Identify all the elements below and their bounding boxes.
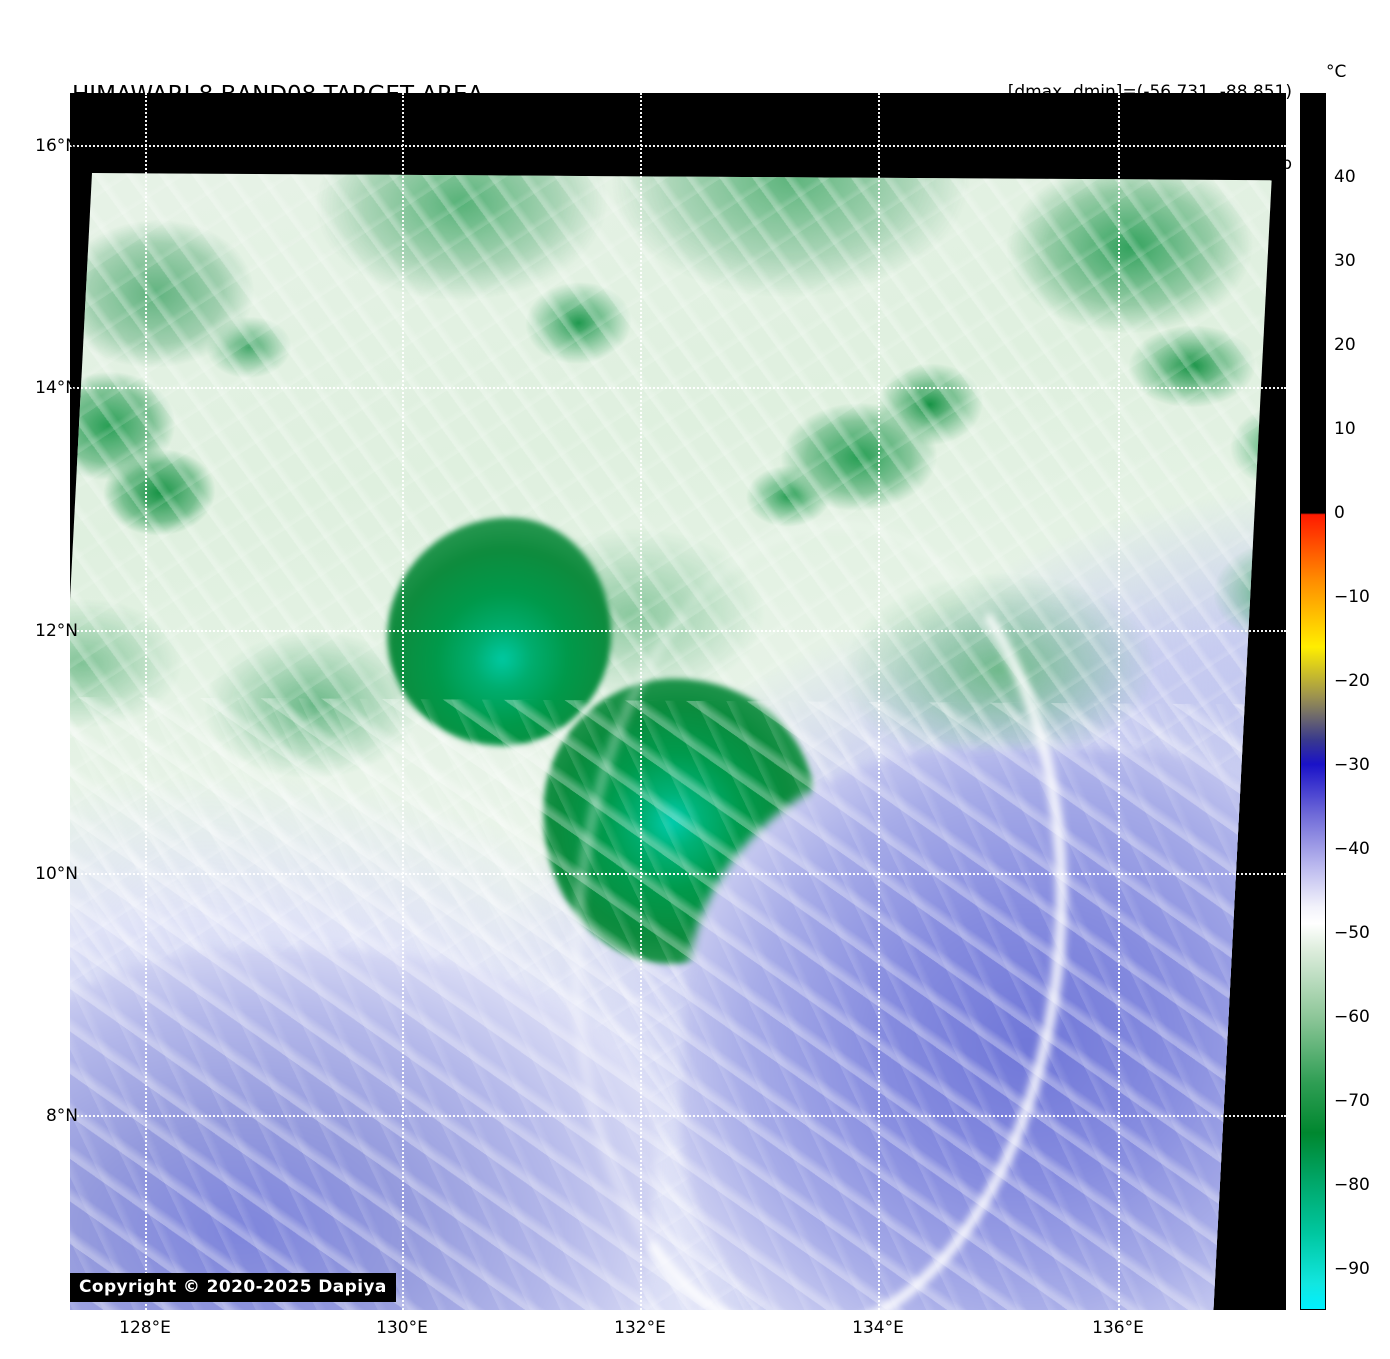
ytick-label-16N: 16°N (35, 136, 78, 156)
copyright-badge: Copyright © 2020-2025 Dapiya (70, 1273, 396, 1302)
colorbar-tick-m20: −20 (1334, 671, 1370, 691)
xtick-label-132E: 132°E (614, 1318, 666, 1338)
colorbar-tick-m40: −40 (1334, 839, 1370, 859)
colorbar-tick-30: 30 (1334, 251, 1356, 271)
colorbar-tick-m60: −60 (1334, 1007, 1370, 1027)
gridline-lat-16 (70, 145, 1286, 147)
colorbar-tick-m70: −70 (1334, 1091, 1370, 1111)
raster-blend-layer (70, 173, 1272, 1310)
colorbar-gradient (1301, 94, 1325, 1309)
xtick-label-134E: 134°E (852, 1318, 904, 1338)
xtick-label-136E: 136°E (1092, 1318, 1144, 1338)
colorbar-tick-0: 0 (1334, 503, 1345, 523)
xtick-label-128E: 128°E (119, 1318, 171, 1338)
satellite-raster-image (70, 173, 1272, 1310)
ytick-label-8N: 8°N (45, 1106, 78, 1126)
ytick-label-14N: 14°N (35, 378, 78, 398)
colorbar-tick-m10: −10 (1334, 587, 1370, 607)
satellite-plot-area: Copyright © 2020-2025 Dapiya (70, 93, 1286, 1310)
colorbar-tick-10: 10 (1334, 419, 1356, 439)
xtick-label-130E: 130°E (376, 1318, 428, 1338)
colorbar (1300, 93, 1326, 1310)
colorbar-tick-m30: −30 (1334, 755, 1370, 775)
colorbar-unit-label: °C (1326, 62, 1347, 82)
colorbar-tick-m90: −90 (1334, 1259, 1370, 1279)
colorbar-tick-40: 40 (1334, 167, 1356, 187)
colorbar-tick-20: 20 (1334, 335, 1356, 355)
colorbar-tick-m80: −80 (1334, 1175, 1370, 1195)
colorbar-tick-m50: −50 (1334, 923, 1370, 943)
ytick-label-12N: 12°N (35, 621, 78, 641)
ytick-label-10N: 10°N (35, 864, 78, 884)
